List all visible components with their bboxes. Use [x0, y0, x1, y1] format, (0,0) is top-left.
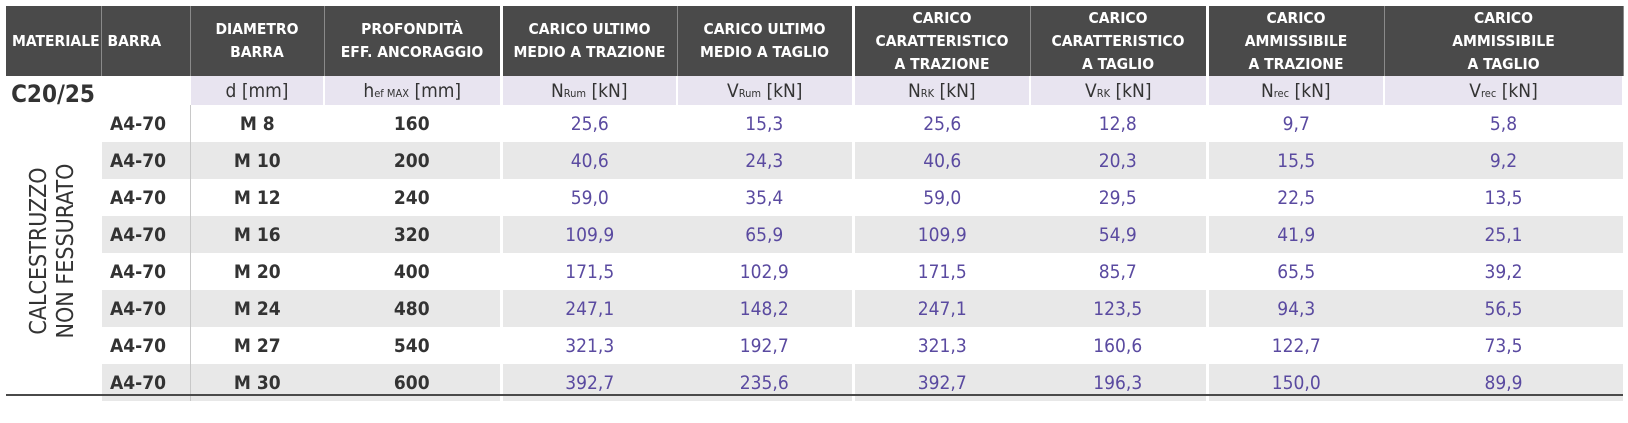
table-row: A4-70 M 24 480 247,1 148,2 247,1 123,5 9… [6, 290, 1623, 327]
unit-vrec: Vrec [kN] [1384, 76, 1624, 105]
cell-nrec: 65,5 [1205, 253, 1384, 290]
material-line1: CALCESTRUZZO [26, 167, 52, 335]
header-caratteristico-taglio: CARICO CARATTERISTICO A TAGLIO [1030, 6, 1208, 76]
header-carico-ultimo-taglio: CARICO ULTIMO MEDIO A TAGLIO [677, 6, 854, 76]
cell-barra: A4-70 [101, 105, 191, 142]
cell-barra: A4-70 [101, 290, 191, 327]
header-barra: BARRA [101, 6, 191, 76]
header-ammissibile-taglio: CARICO AMMISSIBILE A TAGLIO [1384, 6, 1624, 76]
units-blank [101, 76, 191, 105]
cell-nrum: 25,6 [499, 105, 677, 142]
cell-profondita: 320 [324, 216, 501, 253]
unit-diametro: d [mm] [190, 76, 325, 105]
table-row: A4-70 M 12 240 59,0 35,4 59,0 29,5 22,5 … [6, 179, 1623, 216]
unit-profondita: hef MAX [mm] [324, 76, 502, 105]
cell-nrum: 321,3 [499, 327, 677, 364]
cell-nrum: 171,5 [499, 253, 677, 290]
cell-vrk: 123,5 [1030, 290, 1207, 327]
header-profondita: PROFONDITÀ EFF. ANCORAGGIO [324, 6, 502, 76]
cell-profondita: 160 [324, 105, 501, 142]
cell-nrec: 94,3 [1205, 290, 1384, 327]
header-diametro-barra: DIAMETRO BARRA [190, 6, 325, 76]
table-bottom-border [6, 394, 1623, 396]
cell-vrk: 29,5 [1030, 179, 1207, 216]
cell-nrk: 321,3 [851, 327, 1030, 364]
cell-nrk: 40,6 [851, 142, 1030, 179]
header-caratteristico-trazione: CARICO CARATTERISTICO A TRAZIONE [851, 6, 1031, 76]
cell-vrk: 20,3 [1030, 142, 1207, 179]
cell-nrum: 109,9 [499, 216, 677, 253]
cell-vrum: 102,9 [677, 253, 853, 290]
cell-vrec: 25,1 [1384, 216, 1623, 253]
cell-profondita: 540 [324, 327, 501, 364]
cell-diametro: M 27 [190, 327, 324, 364]
material-grade: C20/25 [11, 80, 95, 108]
table-row: A4-70 M 10 200 40,6 24,3 40,6 20,3 15,5 … [6, 142, 1623, 179]
cell-barra: A4-70 [101, 142, 191, 179]
cell-nrum: 40,6 [499, 142, 677, 179]
cell-diametro: M 10 [190, 142, 324, 179]
cell-diametro: M 20 [190, 253, 324, 290]
cell-profondita: 400 [324, 253, 501, 290]
cell-barra: A4-70 [101, 253, 191, 290]
cell-nrk: 171,5 [851, 253, 1030, 290]
cell-nrec: 41,9 [1205, 216, 1384, 253]
header-materiale: MATERIALE [6, 6, 102, 76]
cell-vrec: 5,8 [1384, 105, 1623, 142]
cell-nrec: 15,5 [1205, 142, 1384, 179]
material-description: CALCESTRUZZO NON FESSURATO [26, 164, 80, 339]
material-cell: C20/25 CALCESTRUZZO NON FESSURATO [6, 76, 102, 401]
header-row: MATERIALE BARRA DIAMETRO BARRA PROFONDITÀ… [6, 6, 1624, 76]
cell-vrk: 12,8 [1030, 105, 1207, 142]
cell-barra: A4-70 [101, 327, 191, 364]
cell-nrum: 247,1 [499, 290, 677, 327]
cell-vrec: 13,5 [1384, 179, 1623, 216]
unit-vrk: VRK [kN] [1030, 76, 1208, 105]
load-table-container: MATERIALE BARRA DIAMETRO BARRA PROFONDITÀ… [6, 6, 1624, 401]
cell-profondita: 240 [324, 179, 501, 216]
unit-nrec: Nrec [kN] [1205, 76, 1385, 105]
table-row: A4-70 M 27 540 321,3 192,7 321,3 160,6 1… [6, 327, 1623, 364]
cell-vrec: 73,5 [1384, 327, 1623, 364]
cell-barra: A4-70 [101, 179, 191, 216]
units-row: C20/25 CALCESTRUZZO NON FESSURATO d [mm]… [6, 76, 1624, 401]
cell-vrum: 24,3 [677, 142, 853, 179]
cell-barra: A4-70 [101, 216, 191, 253]
table-row: A4-70 M 20 400 171,5 102,9 171,5 85,7 65… [6, 253, 1623, 290]
header-carico-ultimo-trazione: CARICO ULTIMO MEDIO A TRAZIONE [499, 6, 678, 76]
cell-nrec: 9,7 [1205, 105, 1384, 142]
cell-vrec: 9,2 [1384, 142, 1623, 179]
cell-nrec: 22,5 [1205, 179, 1384, 216]
cell-vrk: 85,7 [1030, 253, 1207, 290]
cell-vrum: 65,9 [677, 216, 853, 253]
unit-nrum: NRum [kN] [499, 76, 678, 105]
cell-vrum: 35,4 [677, 179, 853, 216]
cell-vrk: 160,6 [1030, 327, 1207, 364]
cell-diametro: M 12 [190, 179, 324, 216]
anchor-load-table: MATERIALE BARRA DIAMETRO BARRA PROFONDITÀ… [6, 6, 1624, 401]
cell-vrum: 148,2 [677, 290, 853, 327]
unit-vrum: VRum [kN] [677, 76, 854, 105]
cell-nrk: 59,0 [851, 179, 1030, 216]
cell-diametro: M 16 [190, 216, 324, 253]
material-line2: NON FESSURATO [53, 163, 79, 339]
cell-nrec: 122,7 [1205, 327, 1384, 364]
cell-vrum: 192,7 [677, 327, 853, 364]
cell-diametro: M 8 [190, 105, 324, 142]
table-row: A4-70 M 16 320 109,9 65,9 109,9 54,9 41,… [6, 216, 1623, 253]
cell-nrum: 59,0 [499, 179, 677, 216]
cell-profondita: 480 [324, 290, 501, 327]
cell-vrec: 56,5 [1384, 290, 1623, 327]
cell-nrk: 25,6 [851, 105, 1030, 142]
cell-vrum: 15,3 [677, 105, 853, 142]
table-row: A4-70 M 8 160 25,6 15,3 25,6 12,8 9,7 5,… [6, 105, 1623, 142]
cell-nrk: 109,9 [851, 216, 1030, 253]
unit-nrk: NRK [kN] [851, 76, 1031, 105]
cell-vrk: 54,9 [1030, 216, 1207, 253]
cell-diametro: M 24 [190, 290, 324, 327]
cell-vrec: 39,2 [1384, 253, 1623, 290]
cell-nrk: 247,1 [851, 290, 1030, 327]
header-ammissibile-trazione: CARICO AMMISSIBILE A TRAZIONE [1205, 6, 1385, 76]
cell-profondita: 200 [324, 142, 501, 179]
